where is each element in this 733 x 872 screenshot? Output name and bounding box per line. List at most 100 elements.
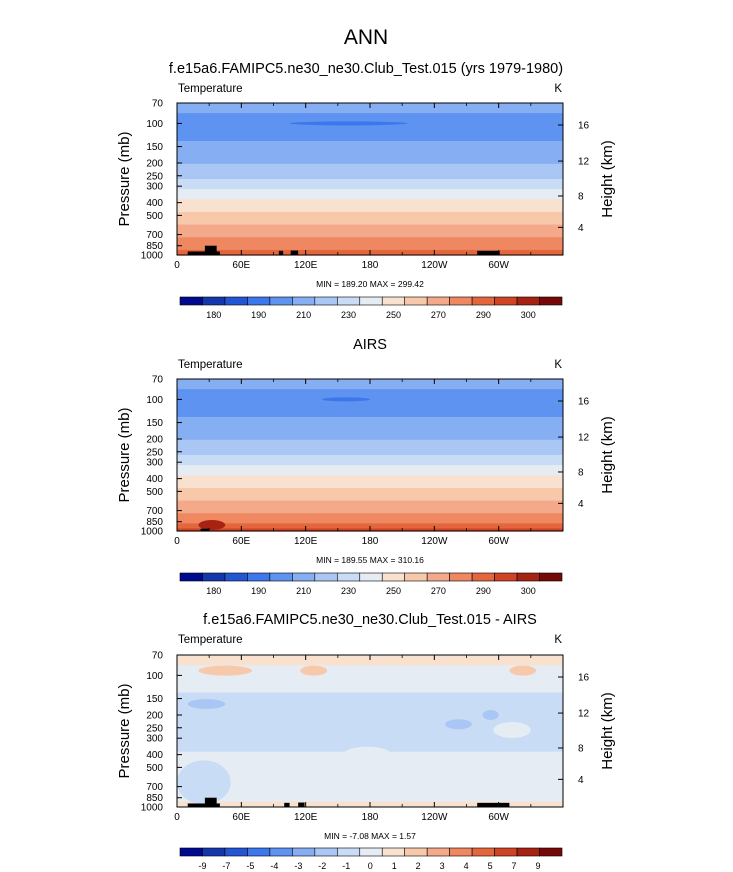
contour-cold-patch	[482, 710, 499, 721]
contour-band	[177, 472, 563, 476]
p-tick-label: 850	[146, 517, 163, 528]
land-mask	[278, 250, 284, 255]
contour-band	[177, 110, 563, 114]
colorbar-swatch	[426, 847, 450, 857]
contour-light-patch	[343, 746, 392, 763]
p-tick-label: 500	[146, 211, 163, 222]
colorbar-label: 250	[386, 310, 401, 320]
x-tick-label: 60W	[488, 812, 509, 823]
contour-band	[177, 391, 563, 395]
colorbar-swatch	[359, 847, 383, 857]
contour-band	[177, 655, 563, 666]
contour-deep-patch	[177, 760, 231, 805]
p-tick-label: 250	[146, 171, 163, 182]
height-tick-label: 16	[578, 673, 590, 684]
colorbar-swatch	[269, 296, 293, 306]
variable-label-diff: Temperature	[178, 634, 243, 646]
contour-cold-patch	[445, 719, 472, 730]
contour-band	[177, 444, 563, 448]
y-axis-label-model: Pressure (mb)	[116, 131, 133, 226]
colorbar-swatch	[449, 296, 473, 306]
contour-band	[177, 214, 563, 218]
contour-band	[177, 199, 563, 203]
contour-band	[177, 209, 563, 213]
colorbar-label: -4	[270, 861, 278, 871]
contour-band	[177, 239, 563, 243]
contour-band	[177, 460, 563, 464]
x-tick-label: 0	[174, 536, 180, 547]
contour-band	[177, 505, 563, 509]
p-tick-label: 150	[146, 694, 163, 705]
y2-axis-label-obs: Height (km)	[599, 416, 616, 494]
colorbar-label: -3	[294, 861, 302, 871]
contour-band	[177, 168, 563, 172]
colorbar-swatch	[449, 572, 473, 582]
y2-axis-label-model: Height (km)	[599, 140, 616, 218]
contour-band	[177, 518, 563, 522]
land-mask	[187, 251, 220, 255]
contour-band	[177, 211, 563, 216]
contour-band	[177, 394, 563, 398]
land-mask	[200, 528, 210, 531]
plot-area-diff	[177, 655, 563, 808]
plot-area-model	[177, 103, 563, 256]
colorbar-swatch	[179, 572, 203, 582]
colorbar-swatch	[516, 572, 540, 582]
contour-band	[177, 153, 563, 157]
p-tick-label: 100	[146, 119, 163, 130]
contour-band	[177, 219, 563, 223]
colorbar-swatch	[314, 847, 338, 857]
land-mask	[298, 802, 305, 807]
p-tick-label: 700	[146, 782, 163, 793]
colorbar-swatch	[381, 296, 406, 306]
colorbar-swatch	[292, 296, 316, 306]
colorbar-swatch	[247, 572, 271, 582]
p-tick-label: 1000	[141, 803, 164, 814]
colorbar-swatch	[471, 296, 495, 306]
contour-band	[177, 515, 563, 519]
land-mask	[204, 797, 217, 807]
colorbar-swatch	[224, 296, 248, 306]
contour-band	[177, 672, 563, 682]
colorbar-label: 290	[476, 310, 491, 320]
contour-band	[177, 419, 563, 423]
colorbar-label: 270	[431, 586, 446, 596]
contour-band	[177, 513, 563, 517]
p-tick-label: 300	[146, 458, 163, 469]
variable-label-obs: Temperature	[178, 359, 243, 371]
contour-band	[177, 414, 563, 418]
contour-band	[177, 523, 563, 527]
contour-band	[177, 462, 563, 466]
contour-band	[177, 487, 563, 492]
contour-band	[177, 510, 563, 514]
contour-band	[177, 217, 563, 221]
land-mask	[290, 250, 299, 255]
p-tick-label: 250	[146, 723, 163, 734]
p-tick-label: 700	[146, 506, 163, 517]
colorbar-label: 0	[368, 861, 373, 871]
colorbar-swatch	[336, 572, 361, 582]
contour-band	[177, 151, 563, 155]
p-tick-label: 70	[152, 375, 164, 386]
colorbar-swatch	[202, 847, 226, 857]
contour-band	[177, 146, 563, 150]
contour-warm-patch	[198, 665, 253, 676]
contour-cold-tongue	[321, 397, 370, 402]
colorbar-swatch	[292, 847, 316, 857]
height-tick-label: 4	[578, 775, 584, 786]
colorbar-swatch	[359, 572, 383, 582]
contour-band	[177, 189, 563, 193]
colorbar-label: 7	[512, 861, 517, 871]
colorbar-model: 180 190 210 230 250 270 290 300	[179, 296, 563, 320]
p-tick-label: 400	[146, 198, 163, 209]
p-tick-label: 70	[152, 99, 164, 110]
colorbar-label: -2	[318, 861, 326, 871]
p-tick-label: 1000	[141, 251, 164, 262]
colorbar-swatch	[539, 296, 563, 306]
contour-band	[177, 204, 563, 208]
height-tick-label: 12	[578, 157, 590, 168]
height-tick-label: 4	[578, 223, 584, 234]
contour-band	[177, 163, 563, 167]
